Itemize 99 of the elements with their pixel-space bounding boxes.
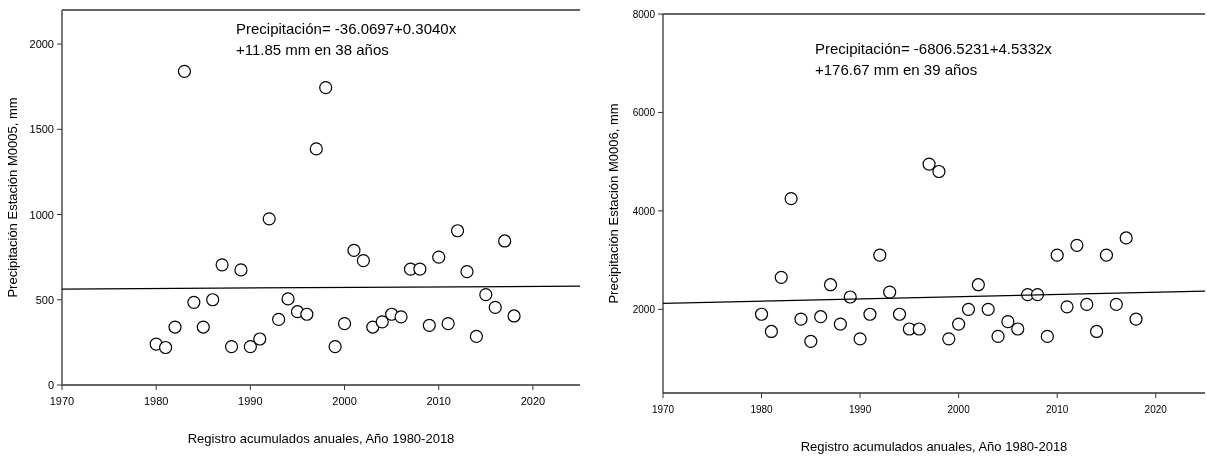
point xyxy=(168,320,182,334)
y-tick-label: 6000 xyxy=(632,107,656,119)
point xyxy=(952,317,966,331)
x-tick-label: 1970 xyxy=(49,395,75,407)
point xyxy=(961,302,976,316)
point xyxy=(1040,329,1054,343)
point xyxy=(488,300,502,315)
point xyxy=(1080,297,1094,311)
point xyxy=(479,288,493,302)
point xyxy=(319,80,333,95)
point xyxy=(912,322,926,336)
y-tick-label: 1500 xyxy=(29,123,54,136)
point xyxy=(754,307,769,321)
point xyxy=(981,302,995,316)
y-tick-label: 4000 xyxy=(632,205,656,217)
point xyxy=(187,295,201,309)
point xyxy=(337,317,352,331)
point xyxy=(177,64,192,78)
annotation: +11.85 mm en 38 años xyxy=(236,41,389,58)
point xyxy=(784,191,798,206)
point xyxy=(272,312,286,326)
x-tick-label: 1970 xyxy=(651,404,675,415)
point xyxy=(366,320,380,334)
annotation: Precipitación= -36.0697+0.3040x xyxy=(236,20,457,37)
point xyxy=(206,293,220,307)
point xyxy=(1060,300,1074,314)
point xyxy=(971,278,985,292)
point xyxy=(347,243,361,257)
point xyxy=(394,310,408,324)
point xyxy=(356,253,370,268)
x-tick-label: 2020 xyxy=(1144,404,1168,415)
point xyxy=(804,334,818,348)
x-axis-title: Registro acumulados anuales, Año 1980-2018 xyxy=(187,431,455,446)
annotation: +176.67 mm en 39 años xyxy=(815,61,978,78)
y-tick-label: 2000 xyxy=(632,304,656,316)
point xyxy=(991,329,1005,343)
y-tick-label: 500 xyxy=(35,293,54,306)
x-axis-title: Registro acumulados anuales, Año 1980-2018 xyxy=(800,439,1068,454)
point xyxy=(932,164,946,179)
y-tick-label: 1000 xyxy=(29,208,54,221)
point xyxy=(1129,312,1143,326)
point xyxy=(413,262,427,276)
point xyxy=(774,270,788,284)
point xyxy=(1001,315,1015,329)
x-tick-label: 2000 xyxy=(947,404,971,415)
point xyxy=(375,315,389,329)
y-tick-label: 0 xyxy=(47,379,54,391)
y-axis-title: Precipitación Estación M0006, mm xyxy=(606,103,621,304)
point xyxy=(764,324,778,339)
point xyxy=(328,340,342,354)
point xyxy=(853,332,867,346)
x-tick-label: 1990 xyxy=(238,395,263,407)
point xyxy=(469,329,483,344)
point xyxy=(450,224,465,238)
point xyxy=(1011,322,1025,336)
point xyxy=(1090,324,1104,339)
point xyxy=(863,307,877,321)
point xyxy=(234,263,248,277)
point xyxy=(823,278,838,292)
point xyxy=(922,157,936,171)
point xyxy=(300,307,314,321)
point xyxy=(441,317,455,331)
point xyxy=(281,292,295,306)
x-tick-label: 2010 xyxy=(1046,404,1069,415)
x-tick-label: 1990 xyxy=(848,404,872,415)
x-tick-label: 2000 xyxy=(332,395,357,407)
x-tick-label: 1980 xyxy=(750,404,774,415)
point xyxy=(883,285,897,299)
point xyxy=(460,265,474,279)
annotation: Precipitación= -6806.5231+4.5332x xyxy=(815,40,1053,57)
point xyxy=(1109,297,1123,311)
x-tick-label: 1980 xyxy=(143,395,169,407)
point xyxy=(159,340,173,355)
point xyxy=(243,340,257,354)
point xyxy=(1119,231,1133,245)
point xyxy=(309,142,323,156)
point xyxy=(507,309,521,323)
y-tick-label: 2000 xyxy=(29,38,54,51)
point xyxy=(1070,238,1084,252)
x-tick-label: 2020 xyxy=(520,395,546,407)
point xyxy=(498,234,512,248)
point xyxy=(253,332,267,346)
point xyxy=(814,310,828,324)
point xyxy=(942,332,956,346)
point xyxy=(1099,248,1114,262)
point xyxy=(892,307,907,321)
point xyxy=(262,212,276,226)
point xyxy=(432,250,446,264)
y-axis-title: Precipitación Estación M0005, mm xyxy=(5,97,20,298)
point xyxy=(833,317,847,331)
point xyxy=(422,318,436,332)
point xyxy=(196,320,210,334)
point xyxy=(873,248,887,262)
point xyxy=(794,312,808,326)
point xyxy=(1050,248,1064,262)
point xyxy=(215,258,229,272)
x-tick-label: 2010 xyxy=(426,395,451,407)
y-tick-label: 8000 xyxy=(632,9,656,20)
point xyxy=(224,340,239,354)
